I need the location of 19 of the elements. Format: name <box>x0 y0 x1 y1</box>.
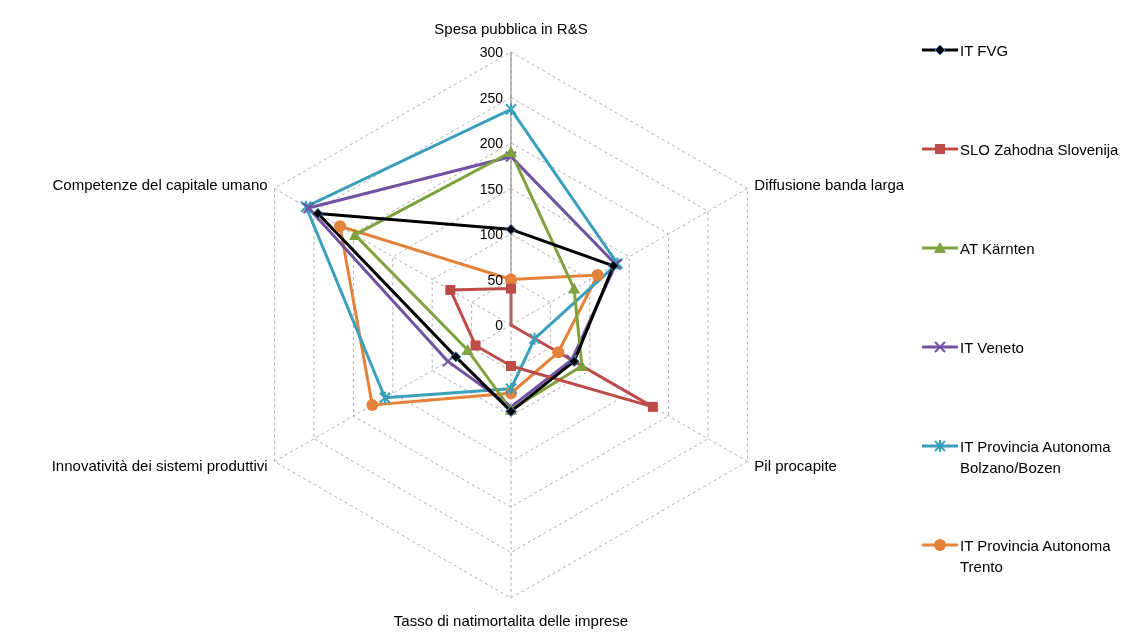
legend-label: IT Provincia Autonoma Trento <box>960 536 1112 577</box>
y-tick-label: 200 <box>479 135 504 151</box>
y-tick-label: 100 <box>479 226 504 242</box>
legend-label: IT FVG <box>960 41 1010 61</box>
spoke-label: Innovatività dei sistemi produttivi <box>51 457 268 474</box>
y-tick-label: 300 <box>479 44 504 60</box>
y-tick-label: 250 <box>479 89 504 106</box>
y-tick-label: 50 <box>487 271 504 288</box>
y-tick-label: 150 <box>479 180 504 197</box>
legend-label: SLO Zahodna Slovenija <box>960 140 1120 160</box>
spoke-label: Pil procapite <box>754 457 837 474</box>
spoke-label: Tasso di natimortalita delle imprese <box>393 611 629 629</box>
legend-label: IT Veneto <box>960 338 1025 358</box>
y-tick-label: 0 <box>495 317 504 333</box>
spoke-label: Competenze del capitale umano <box>52 176 268 193</box>
legend-label: IT Provincia Autonoma Bolzano/Bozen <box>960 437 1112 478</box>
spoke-label: Diffusione banda larga <box>754 176 905 193</box>
legend-label: AT Kärnten <box>960 239 1036 259</box>
spoke-label: Spesa pubblica in R&S <box>434 19 588 37</box>
